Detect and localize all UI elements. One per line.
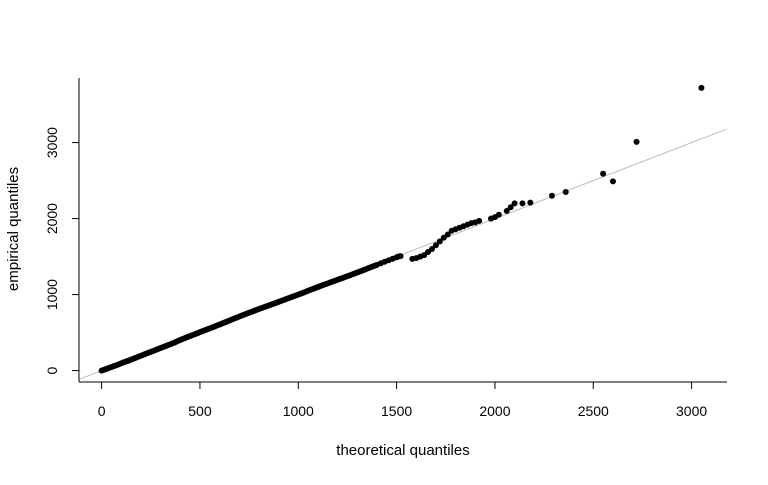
- y-tick-label: 3000: [44, 127, 60, 158]
- y-tick-label: 0: [44, 366, 60, 374]
- data-point: [397, 253, 404, 260]
- data-point: [562, 189, 569, 195]
- data-point: [503, 208, 510, 214]
- data-point: [600, 170, 607, 177]
- data-point: [519, 200, 526, 207]
- data-point: [432, 242, 439, 249]
- axes-layer: 0 500 1000 1500 2000 2500 3000 0 1000 2000 3000: [44, 78, 727, 419]
- points-layer: [98, 84, 705, 374]
- x-tick-label: 1500: [381, 403, 412, 419]
- x-tick-label: 500: [188, 403, 212, 419]
- data-point: [527, 199, 534, 206]
- x-axis-title: theoretical quantiles: [336, 442, 469, 459]
- data-point: [633, 138, 640, 145]
- data-point: [511, 200, 518, 207]
- y-tick-label: 2000: [44, 203, 60, 234]
- data-point: [444, 231, 451, 238]
- y-axis-ticks: 0 1000 2000 3000: [44, 127, 79, 374]
- x-tick-label: 1000: [283, 403, 314, 419]
- data-point: [548, 192, 555, 199]
- y-axis-title: empirical quantiles: [5, 167, 22, 291]
- x-axis-ticks: 0 500 1000 1500 2000 2500 3000: [98, 382, 707, 419]
- data-point: [476, 217, 483, 224]
- x-tick-label: 2000: [479, 403, 510, 419]
- data-point: [429, 246, 436, 252]
- data-point: [507, 204, 514, 211]
- data-point: [609, 178, 616, 185]
- y-tick-label: 1000: [44, 279, 60, 310]
- x-tick-label: 2500: [578, 403, 609, 419]
- x-tick-label: 0: [98, 403, 106, 419]
- data-point: [495, 211, 502, 218]
- data-point: [698, 84, 705, 91]
- x-tick-label: 3000: [676, 403, 707, 419]
- data-point: [436, 238, 443, 245]
